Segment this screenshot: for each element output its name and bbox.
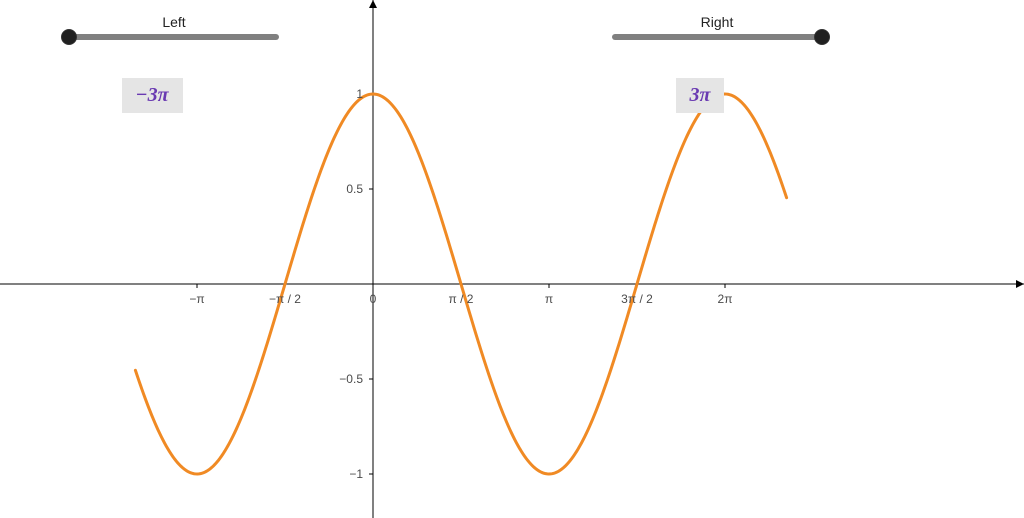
x-tick-label: −π [189, 292, 204, 306]
right-value-chip: 3π [676, 78, 725, 113]
y-tick-label: −1 [349, 467, 369, 481]
right-slider-title: Right [612, 14, 822, 30]
y-tick-label: 0.5 [346, 182, 369, 196]
x-tick-label: 3π / 2 [621, 292, 653, 306]
right-slider-track[interactable] [612, 34, 822, 40]
x-tick-label: −π / 2 [269, 292, 301, 306]
left-value-text: −3π [136, 84, 169, 106]
left-slider-thumb[interactable] [61, 29, 77, 45]
y-tick-label: −0.5 [339, 372, 369, 386]
x-tick-label: π [545, 292, 553, 306]
right-slider[interactable]: Right [612, 14, 822, 40]
right-value-text: 3π [690, 84, 711, 106]
x-tick-label: 0 [370, 292, 377, 306]
y-tick-label: 1 [356, 87, 369, 101]
left-slider[interactable]: Left [69, 14, 279, 40]
x-tick-label: π / 2 [449, 292, 474, 306]
left-slider-title: Left [69, 14, 279, 30]
x-tick-label: 2π [718, 292, 733, 306]
left-slider-track[interactable] [69, 34, 279, 40]
left-value-chip: −3π [122, 78, 183, 113]
right-slider-thumb[interactable] [814, 29, 830, 45]
